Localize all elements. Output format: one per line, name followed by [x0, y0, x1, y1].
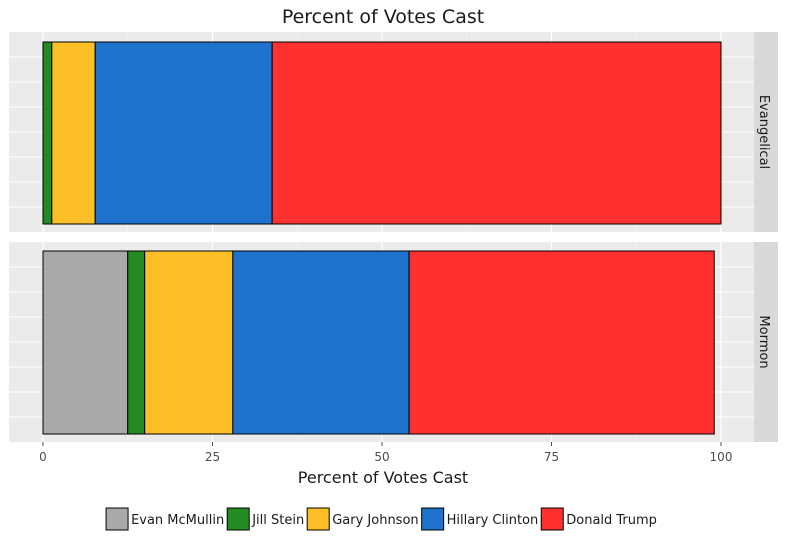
strip-label: Evangelical — [756, 95, 771, 169]
bar-segment-gary-johnson — [144, 250, 234, 435]
x-tick-label: 100 — [710, 450, 733, 464]
strip-background — [754, 32, 778, 232]
legend-item: Gary Johnson — [306, 507, 419, 531]
x-tick-label: 0 — [39, 450, 47, 464]
legend-label: Evan McMullin — [131, 513, 224, 528]
bar-segments — [42, 41, 722, 225]
legend-label: Jill Stein — [251, 513, 304, 528]
bar-segment-gary-johnson — [51, 41, 96, 225]
legend-label: Donald Trump — [566, 513, 657, 528]
legend-swatch — [421, 507, 445, 531]
legend-item: Donald Trump — [540, 507, 657, 531]
legend: Evan McMullin Jill Stein Gary Johnson Hilla… — [105, 507, 657, 531]
legend-item: Jill Stein — [226, 507, 304, 531]
x-axis: 0 25 50 75 100 — [39, 442, 732, 464]
legend-label: Hillary Clinton — [447, 513, 539, 528]
legend-swatch — [105, 507, 129, 531]
panel-evangelical: Evangelical — [9, 32, 778, 232]
chart-title: Percent of Votes Cast — [282, 6, 484, 28]
bar-segment-jill-stein — [42, 41, 53, 225]
legend-swatch — [540, 507, 564, 531]
x-axis-title: Percent of Votes Cast — [298, 468, 468, 487]
bar-segment-jill-stein — [127, 250, 146, 435]
legend-label: Gary Johnson — [332, 513, 418, 528]
bar-segment-donald-trump — [408, 250, 715, 435]
bar-segment-hillary-clinton — [94, 41, 273, 225]
strip-background — [754, 242, 778, 442]
bar-segment-hillary-clinton — [232, 250, 410, 435]
x-tick-label: 75 — [544, 450, 559, 464]
panel-mormon: Mormon — [9, 242, 778, 442]
strip-label: Mormon — [756, 315, 771, 368]
legend-item: Evan McMullin — [105, 507, 224, 531]
bar-segments — [42, 250, 715, 435]
legend-item: Hillary Clinton — [421, 507, 539, 531]
bar-segment-donald-trump — [271, 41, 722, 225]
bar-segment-evan-mcmullin — [42, 250, 129, 435]
x-tick-label: 50 — [374, 450, 389, 464]
legend-swatch — [226, 507, 250, 531]
x-tick-label: 25 — [205, 450, 220, 464]
legend-swatch — [306, 507, 330, 531]
